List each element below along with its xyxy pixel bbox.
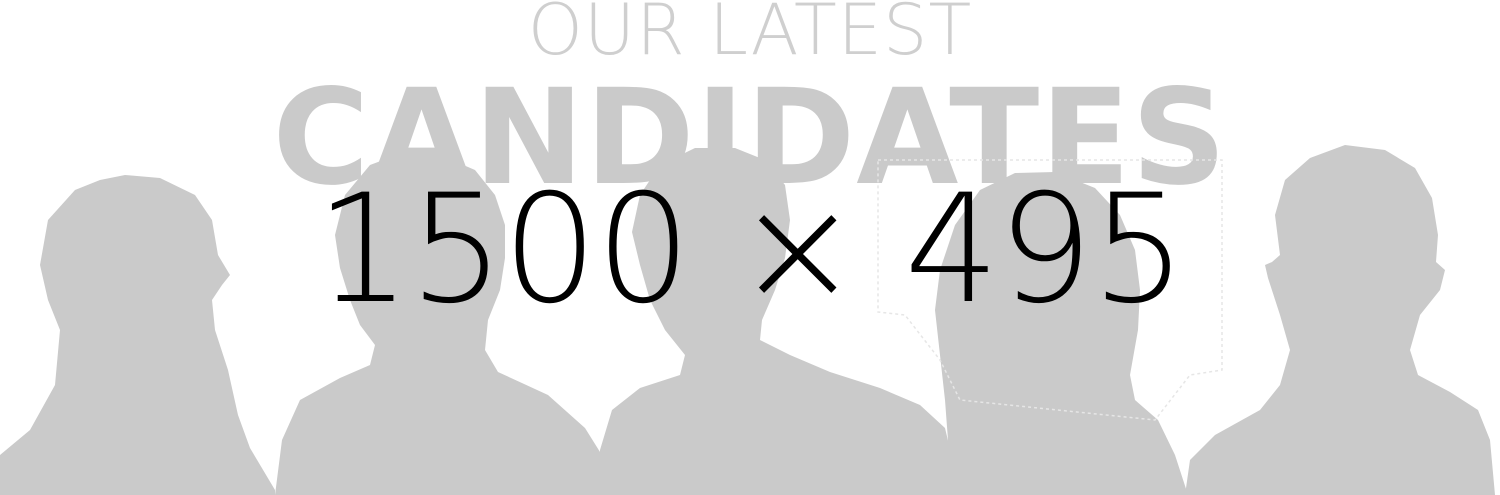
person-silhouette-icon	[275, 152, 612, 495]
dimensions-label: 1500 × 495	[315, 163, 1186, 337]
person-silhouette-icon	[0, 175, 275, 495]
person-silhouette-icon	[1185, 145, 1495, 495]
person-silhouette-icon	[598, 148, 955, 495]
heading-our-latest: OUR LATEST	[527, 0, 973, 71]
